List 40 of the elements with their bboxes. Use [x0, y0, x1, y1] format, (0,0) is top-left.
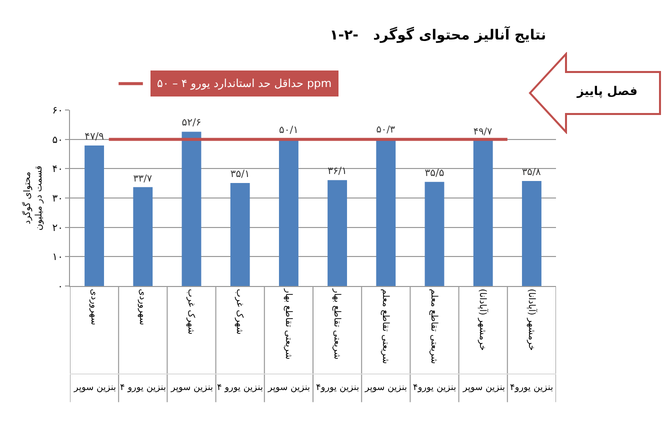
- category-label: شهرک غرب بنزین سوپر: [171, 288, 214, 393]
- bar: [278, 139, 298, 286]
- y-tick-label: ۵۰: [52, 134, 63, 146]
- bar: [473, 140, 493, 286]
- bar: [84, 145, 104, 286]
- chart-title: ۱-۲- نتایج آنالیز محتوای گوگرد: [330, 26, 546, 44]
- data-label: ۳۵/۵: [424, 168, 444, 179]
- data-label: ۵۲/۶: [182, 118, 202, 129]
- category-label: سهروردی بنزین سوپر: [74, 288, 116, 393]
- category-label: خرمشهر (آپادانا) بنزین سوپر: [463, 288, 506, 393]
- data-label: ۴۹/۷: [473, 126, 492, 138]
- y-tick-label: ۳۰: [52, 194, 63, 204]
- category-label: شریعتی تقاطع بهار بنزین سوپر: [268, 288, 310, 393]
- data-label: ۵۰/۱: [278, 125, 298, 136]
- y-axis-title: محتوای گوگرد قسمت در میلیون: [20, 166, 45, 230]
- category-label: خرمشهر (آپادانا) بنزین یورو۴: [510, 288, 554, 393]
- category-label: شریعتی تقاطع معلم بنزین سوپر: [365, 288, 408, 393]
- category-label: شهرک غرب بنزین یورو ۴: [217, 288, 263, 393]
- category-label: شریعتی تقاطع معلم بنزین یورو۴: [413, 288, 456, 393]
- y-tick-label: ۱۰: [52, 252, 63, 264]
- data-label: ۳۶/۱: [328, 166, 348, 178]
- y-tick-label: ۲۰: [52, 222, 63, 234]
- data-label: ۴۷/۹: [84, 131, 104, 142]
- bar: [133, 187, 153, 286]
- data-label: ۳۵/۸: [522, 167, 541, 178]
- category-label: سهروردی بنزین یورو ۴: [120, 288, 166, 393]
- y-tick-label: ۴۰: [52, 164, 63, 176]
- data-label: ۳۵/۱: [230, 169, 250, 180]
- bar: [522, 180, 542, 286]
- legend-label: حداقل حد استاندارد یورو ۴ – ۵۰ ppm: [157, 77, 332, 90]
- data-label: ۵۰/۳: [376, 124, 396, 136]
- category-label: شریعتی تقاطع بهار بنزین یورو۴: [316, 288, 360, 393]
- y-tick-label: ۰: [58, 282, 63, 292]
- data-label: ۳۳/۷: [133, 173, 152, 184]
- bar: [230, 183, 250, 286]
- text: فصل پاییز: [576, 84, 638, 98]
- bar: [328, 180, 348, 286]
- bar: [424, 182, 444, 286]
- y-tick-label: ۶۰: [52, 106, 63, 116]
- bar: [182, 132, 202, 286]
